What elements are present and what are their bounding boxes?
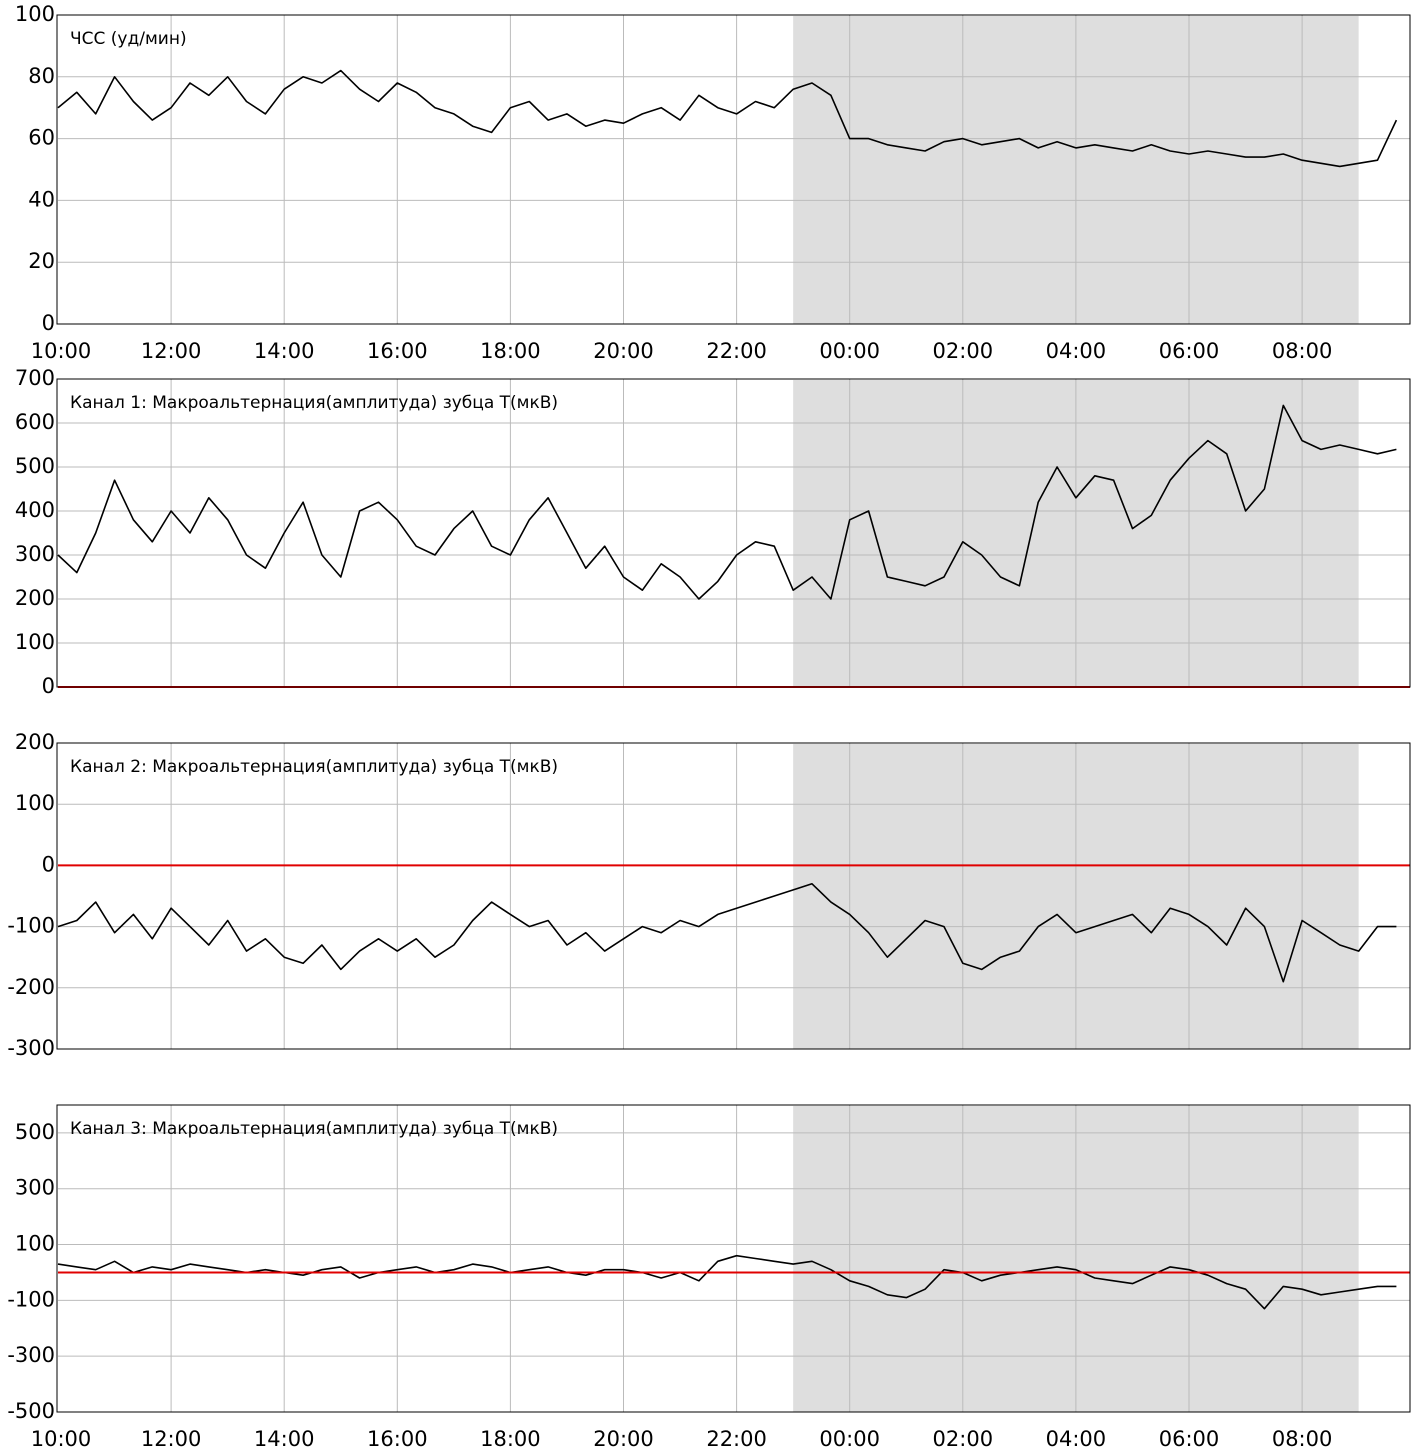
y-tick-label: 60	[28, 126, 55, 150]
x-tick-label: 06:00	[1159, 339, 1220, 363]
y-tick-label: 300	[15, 1176, 55, 1200]
y-tick-label: 0	[42, 311, 55, 335]
x-tick-label: 14:00	[254, 339, 315, 363]
data-line	[57, 883, 1397, 983]
plot-frame	[56, 378, 1411, 688]
x-tick-label: 00:00	[819, 339, 880, 363]
data-line	[57, 69, 1398, 168]
data-line	[57, 404, 1397, 600]
y-tick-label: 20	[28, 249, 55, 273]
x-tick-label: 10:00	[31, 1427, 92, 1451]
panel-title: Канал 2: Макроальтернация(амплитуда) зуб…	[70, 757, 558, 777]
x-tick-label: 14:00	[254, 1427, 315, 1451]
y-tick-label: 80	[28, 64, 55, 88]
y-tick-label: 700	[15, 366, 55, 390]
y-tick-label: 200	[15, 586, 55, 610]
x-tick-label: 00:00	[819, 1427, 880, 1451]
y-tick-label: 0	[42, 852, 55, 876]
x-tick-label: 16:00	[367, 1427, 428, 1451]
y-tick-label: 100	[15, 791, 55, 815]
y-tick-label: -300	[7, 1343, 55, 1367]
y-tick-label: 100	[15, 1232, 55, 1256]
y-tick-label: -500	[7, 1399, 55, 1423]
y-tick-label: 0	[42, 674, 55, 698]
x-tick-label: 12:00	[141, 339, 202, 363]
y-tick-label: -200	[7, 975, 55, 999]
x-tick-label: 18:00	[480, 1427, 541, 1451]
x-tick-label: 02:00	[933, 1427, 994, 1451]
y-tick-label: 600	[15, 410, 55, 434]
panel-title: ЧСС (уд/мин)	[70, 29, 187, 49]
y-tick-label: 500	[15, 454, 55, 478]
y-tick-label: 100	[15, 630, 55, 654]
y-tick-label: 100	[15, 2, 55, 26]
y-tick-label: 200	[15, 730, 55, 754]
x-tick-label: 10:00	[31, 339, 92, 363]
panel-title: Канал 1: Макроальтернация(амплитуда) зуб…	[70, 393, 558, 413]
y-tick-label: -100	[7, 914, 55, 938]
x-tick-label: 04:00	[1046, 339, 1107, 363]
x-tick-label: 22:00	[706, 339, 767, 363]
x-tick-label: 18:00	[480, 339, 541, 363]
x-tick-label: 02:00	[933, 339, 994, 363]
plot-frame	[56, 742, 1411, 1050]
x-tick-label: 08:00	[1272, 339, 1333, 363]
y-tick-label: 40	[28, 187, 55, 211]
x-tick-label: 20:00	[593, 339, 654, 363]
plot-frame	[56, 1104, 1411, 1413]
y-tick-label: 300	[15, 542, 55, 566]
y-tick-label: -100	[7, 1287, 55, 1311]
x-tick-label: 04:00	[1046, 1427, 1107, 1451]
x-tick-label: 08:00	[1272, 1427, 1333, 1451]
x-tick-label: 12:00	[141, 1427, 202, 1451]
plot-frame	[56, 14, 1411, 325]
x-tick-label: 06:00	[1159, 1427, 1220, 1451]
x-tick-label: 22:00	[706, 1427, 767, 1451]
y-tick-label: 400	[15, 498, 55, 522]
x-tick-label: 20:00	[593, 1427, 654, 1451]
y-tick-label: -300	[7, 1036, 55, 1060]
y-tick-label: 500	[15, 1120, 55, 1144]
panel-title: Канал 3: Макроальтернация(амплитуда) зуб…	[70, 1119, 558, 1139]
x-tick-label: 16:00	[367, 339, 428, 363]
